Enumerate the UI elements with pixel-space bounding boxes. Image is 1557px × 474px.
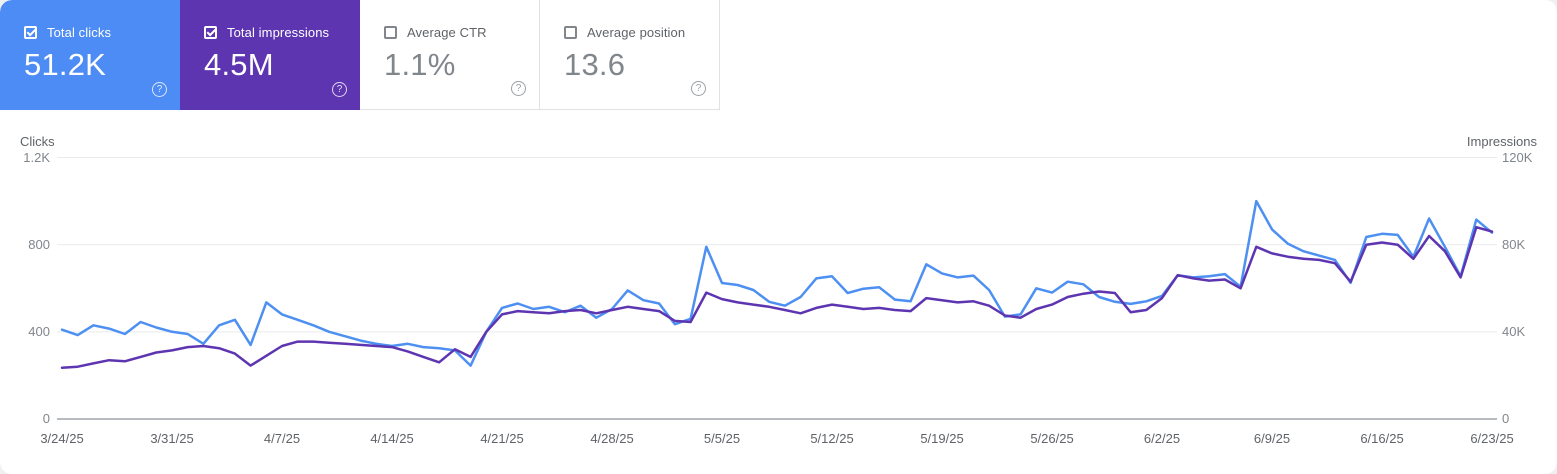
- help-icon[interactable]: ?: [691, 81, 706, 96]
- x-axis-label: 6/16/25: [1360, 431, 1404, 446]
- y-axis-tick-right: 0: [1502, 411, 1510, 426]
- impressions-line[interactable]: [60, 225, 1494, 370]
- x-axis-label: 6/9/25: [1253, 431, 1291, 446]
- card-average-position-header: Average position: [564, 25, 685, 40]
- average-ctr-value: 1.1%: [384, 47, 456, 82]
- clicks-line[interactable]: [60, 199, 1494, 367]
- x-axis-label: 3/31/25: [150, 431, 194, 446]
- right-axis-title: Impressions: [1466, 134, 1537, 149]
- card-total-clicks[interactable]: Total clicks 51.2K ?: [0, 0, 180, 110]
- x-axis-label: 3/24/25: [40, 431, 84, 446]
- y-axis-tick-left: 800: [28, 236, 50, 252]
- total-impressions-checkbox[interactable]: [204, 26, 217, 39]
- card-average-position[interactable]: Average position 13.6 ?: [540, 0, 720, 110]
- card-total-impressions[interactable]: Total impressions 4.5M ?: [180, 0, 360, 110]
- card-label: Total impressions: [227, 25, 330, 40]
- help-icon[interactable]: ?: [152, 82, 167, 97]
- help-icon[interactable]: ?: [511, 81, 526, 96]
- help-icon[interactable]: ?: [332, 82, 347, 97]
- average-position-checkbox[interactable]: [564, 26, 577, 39]
- card-average-ctr[interactable]: Average CTR 1.1% ?: [360, 0, 540, 110]
- metric-cards-row: Total clicks 51.2K ? Total impressions 4…: [0, 0, 720, 110]
- average-ctr-checkbox[interactable]: [384, 26, 397, 39]
- y-axis-tick-left: 400: [28, 323, 50, 339]
- y-axis-tick-right: 80K: [1502, 236, 1526, 252]
- x-axis-label: 5/26/25: [1030, 431, 1074, 446]
- total-clicks-checkbox[interactable]: [24, 26, 37, 39]
- x-axis-label: 6/23/25: [1470, 431, 1514, 446]
- y-axis-tick-left: 0: [42, 411, 50, 426]
- x-axis-label: 5/12/25: [810, 431, 854, 446]
- card-total-clicks-header: Total clicks: [24, 25, 111, 40]
- y-axis-tick-right: 120K: [1502, 149, 1533, 165]
- x-axis-label: 5/5/25: [703, 431, 741, 446]
- y-axis-tick-left: 1.2K: [23, 149, 50, 165]
- card-label: Average position: [587, 25, 686, 40]
- x-axis-label: 5/19/25: [920, 431, 964, 446]
- x-axis-label: 4/7/25: [263, 431, 301, 446]
- card-label: Average CTR: [407, 25, 487, 40]
- total-clicks-value: 51.2K: [24, 47, 107, 82]
- x-axis-label: 4/14/25: [370, 431, 414, 446]
- card-total-impressions-header: Total impressions: [204, 25, 329, 40]
- x-axis-label: 4/28/25: [590, 431, 634, 446]
- left-axis-title: Clicks: [20, 134, 55, 149]
- x-axis-label: 6/2/25: [1143, 431, 1181, 446]
- average-position-value: 13.6: [564, 47, 626, 82]
- card-average-ctr-header: Average CTR: [384, 25, 487, 40]
- y-axis-tick-right: 40K: [1502, 323, 1526, 339]
- card-label: Total clicks: [47, 25, 112, 40]
- x-axis-label: 4/21/25: [480, 431, 524, 446]
- total-impressions-value: 4.5M: [204, 47, 274, 82]
